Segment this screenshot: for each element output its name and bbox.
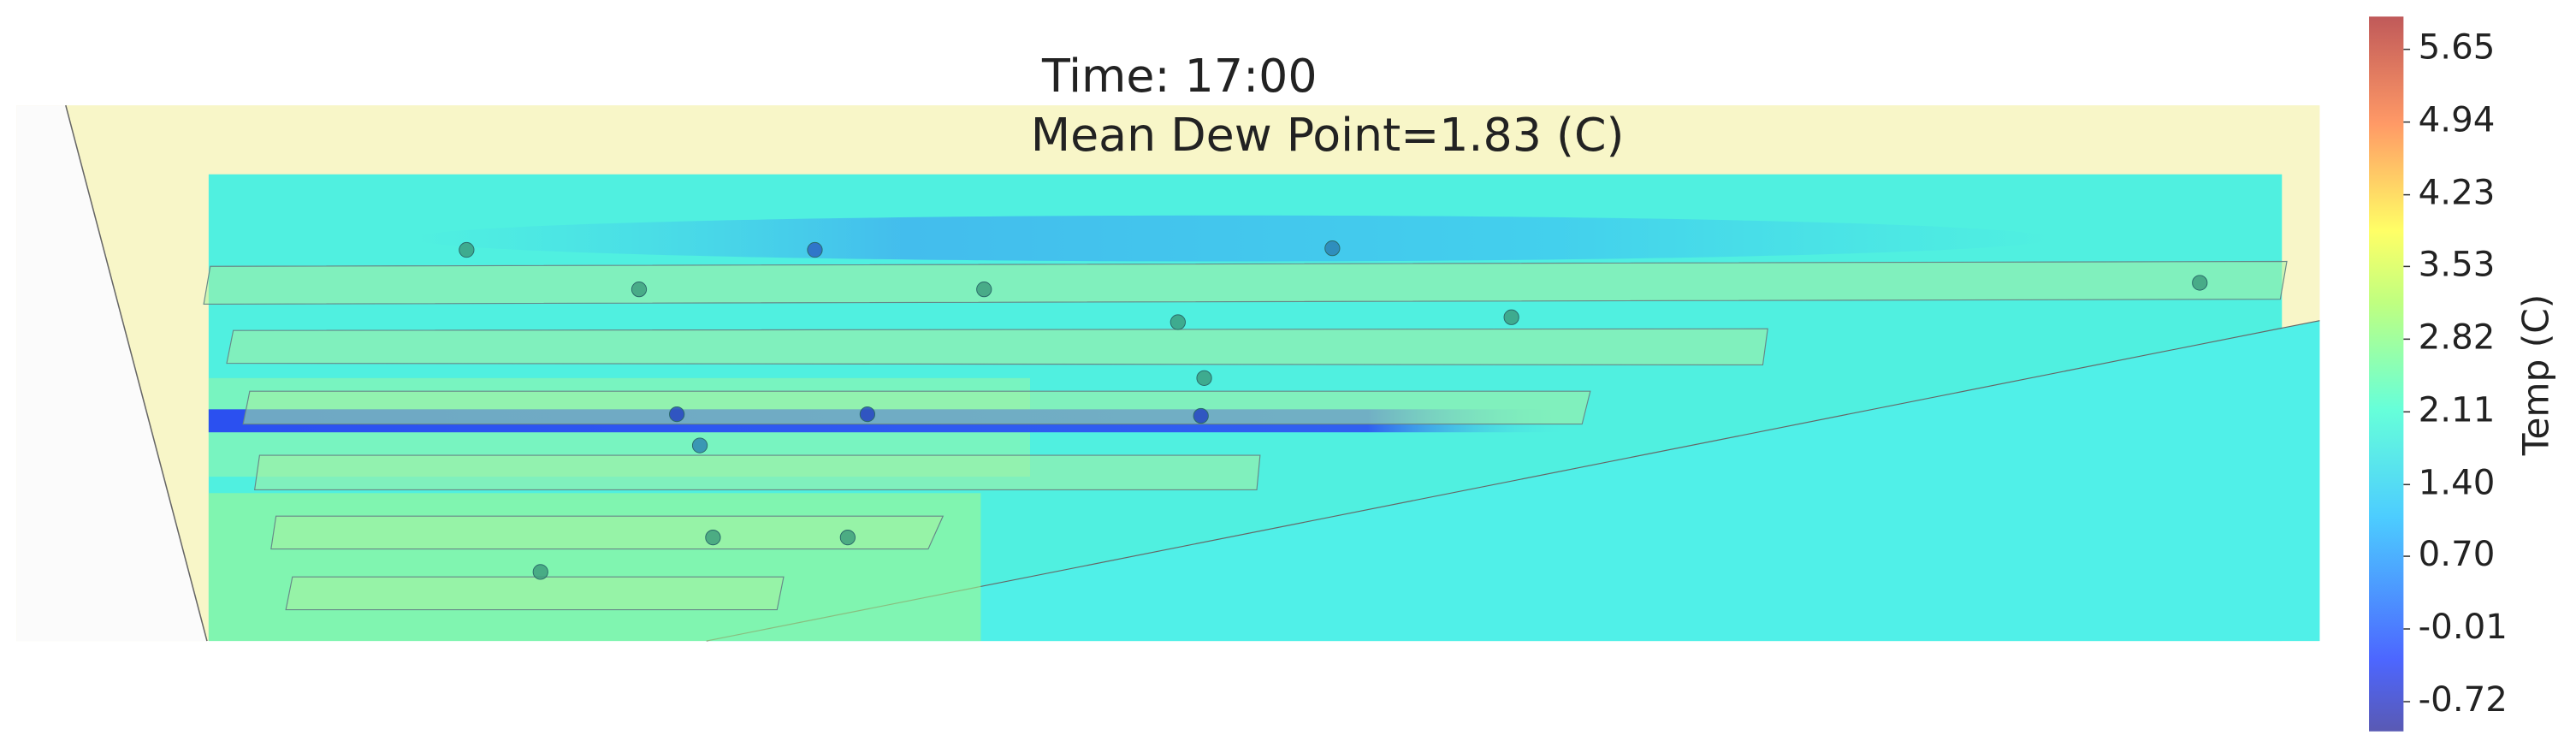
subtitle: Mean Dew Point=1.83 (C)	[1031, 108, 1625, 162]
colorbar-tick-label: 5.65	[2419, 27, 2496, 68]
title: Time: 17:00	[1041, 49, 1318, 103]
colorbar-tick-label: 4.23	[2419, 173, 2496, 213]
wall	[65, 104, 208, 642]
colorbar-tick-label: 2.11	[2419, 389, 2496, 430]
colorbar-tick-label: 0.70	[2419, 534, 2496, 574]
colorbar-tick-label: -0.01	[2419, 607, 2508, 647]
plot	[16, 104, 2320, 642]
colorbar-tick-label: 4.94	[2419, 100, 2496, 140]
shelves	[203, 260, 2288, 611]
colorbar-tick-label: 1.40	[2419, 462, 2496, 502]
sensors	[459, 240, 2208, 580]
colorbar-tick-label: 3.53	[2419, 244, 2496, 284]
contour	[208, 493, 981, 642]
colorbar	[2369, 16, 2404, 732]
contour	[411, 215, 2054, 262]
colorbar-label: Temp (C)	[2514, 294, 2556, 456]
colorbar-tick-label: 2.82	[2419, 317, 2496, 357]
colorbar-tick-label: -0.72	[2419, 679, 2508, 720]
outside	[16, 105, 207, 642]
